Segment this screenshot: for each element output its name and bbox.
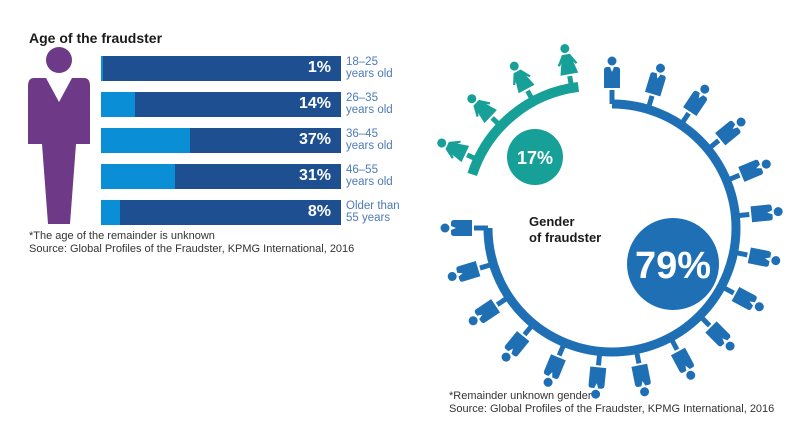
male-figure-icon (631, 349, 651, 397)
age-bar: 1% (101, 56, 341, 81)
age-footnote: *The age of the remainder is unknown (29, 230, 215, 242)
male-figure-icon (678, 84, 710, 127)
age-category-label: Older than 55 years (346, 200, 400, 224)
male-figure-icon (468, 294, 511, 326)
male-figure-icon (644, 63, 666, 111)
person-icon (28, 47, 90, 224)
male-figure-icon (697, 313, 735, 351)
age-bar: 31% (101, 164, 341, 189)
male-figure-icon (725, 159, 771, 183)
age-category-line2: 55 years (346, 212, 391, 224)
age-bar-value: 8% (307, 203, 331, 220)
female-figure-icon (467, 94, 503, 128)
male-percent-circle (627, 218, 719, 310)
male-figure-icon (604, 56, 620, 104)
age-bar-value: 1% (307, 59, 331, 76)
male-figure-icon (733, 247, 781, 267)
gender-title-line1: Gender (529, 214, 575, 229)
female-figure-icon (509, 61, 536, 103)
age-bar-fill (101, 200, 121, 225)
female-figure-icon (437, 138, 480, 163)
age-category-label: 18–25 years old (346, 56, 393, 80)
age-category-label: 36–45 years old (346, 128, 393, 152)
age-bar-value: 14% (298, 95, 331, 112)
male-figure-icon (588, 351, 607, 399)
age-category-line1: 18–25 (346, 56, 378, 68)
male-figure-icon (706, 117, 746, 152)
gender-source: Source: Global Profiles of the Fraudster… (449, 403, 775, 415)
age-bar-fill (101, 164, 176, 189)
age-bar-fill (101, 128, 190, 153)
age-source: Source: Global Profiles of the Fraudster… (29, 243, 355, 255)
age-chart-title: Age of the fraudster (29, 30, 163, 46)
male-figure-icon (501, 322, 536, 362)
age-category-label: 26–35 years old (346, 92, 393, 116)
age-bar: 8% (101, 200, 341, 225)
gender-title-line2: of fraudster (529, 230, 602, 245)
male-figure-icon (720, 284, 764, 312)
age-category-line1: 26–35 (346, 92, 378, 104)
male-figure-icon (447, 260, 495, 282)
female-percent-circle (507, 129, 563, 185)
female-figure-icon (557, 44, 579, 89)
male-percent-label: 79% (635, 245, 711, 287)
male-figure-icon (543, 341, 567, 387)
female-arc (467, 81, 580, 177)
age-category-line1: 46–55 (346, 164, 378, 176)
age-category-label: 46–55 years old (346, 164, 393, 188)
male-figure-icon (735, 204, 783, 223)
age-bar-value: 37% (298, 131, 331, 148)
gender-chart-title: Gender of fraudster (529, 214, 601, 246)
gender-footnote: *Remainder unknown gender (449, 390, 592, 402)
male-figure-icon (440, 220, 488, 236)
age-category-line1: 36–45 (346, 128, 378, 140)
age-category-line2: years old (346, 140, 393, 152)
age-category-line1: Older than (346, 200, 400, 212)
age-bar: 37% (101, 128, 341, 153)
male-arc (483, 99, 741, 357)
female-percent-label: 17% (517, 148, 553, 168)
age-category-line2: years old (346, 68, 393, 80)
age-bar-value: 31% (298, 167, 331, 184)
male-figure-icon (668, 336, 696, 380)
age-bar-fill (101, 92, 135, 117)
age-bar-fill (101, 56, 104, 81)
age-category-line2: years old (346, 104, 393, 116)
age-bar: 14% (101, 92, 341, 117)
age-category-line2: years old (346, 176, 393, 188)
